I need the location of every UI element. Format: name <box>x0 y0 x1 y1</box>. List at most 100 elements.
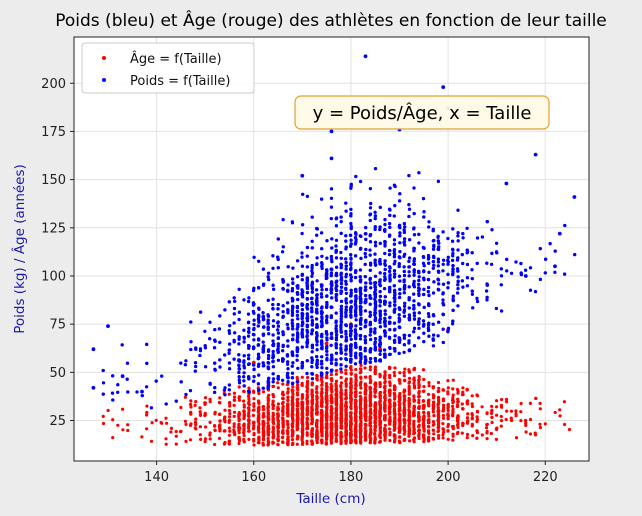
data-point <box>446 429 450 433</box>
data-point <box>538 425 543 430</box>
data-point <box>359 380 363 384</box>
data-point <box>456 283 460 287</box>
data-point <box>407 384 411 388</box>
data-point <box>291 324 295 328</box>
data-point <box>247 408 251 413</box>
data-point <box>203 401 207 405</box>
series-0-points <box>101 322 572 447</box>
data-point <box>281 408 285 412</box>
data-point <box>305 345 309 349</box>
data-point <box>349 368 353 372</box>
data-point <box>388 398 392 402</box>
data-point <box>412 330 416 334</box>
data-point <box>183 395 187 399</box>
data-point <box>339 343 343 347</box>
data-point <box>266 298 270 302</box>
data-point <box>334 379 339 383</box>
data-point <box>266 439 270 443</box>
data-point <box>407 203 411 207</box>
data-point <box>456 430 460 434</box>
data-point <box>325 433 329 437</box>
data-point <box>534 396 538 400</box>
data-point <box>329 404 333 408</box>
data-point <box>324 276 328 281</box>
data-point <box>407 259 411 263</box>
data-point <box>368 381 372 385</box>
data-point <box>466 412 470 416</box>
data-point <box>116 383 120 387</box>
data-point <box>524 418 528 423</box>
data-point <box>417 431 421 435</box>
data-point <box>353 427 357 431</box>
data-point <box>276 266 280 270</box>
data-point <box>306 375 310 380</box>
data-point <box>368 302 372 306</box>
data-point <box>257 259 261 263</box>
data-point <box>164 442 168 446</box>
data-point <box>227 361 231 365</box>
data-point <box>320 387 324 391</box>
data-point <box>427 381 431 385</box>
data-point <box>140 394 144 398</box>
data-point <box>470 268 474 272</box>
data-point <box>417 419 421 423</box>
data-point <box>154 418 158 422</box>
data-point <box>441 422 445 426</box>
data-point <box>344 421 348 426</box>
data-point <box>402 401 406 405</box>
data-point <box>305 397 309 401</box>
data-point <box>271 425 275 429</box>
data-point <box>208 397 212 401</box>
data-point <box>261 386 265 390</box>
data-point <box>305 442 309 446</box>
data-point <box>495 241 499 245</box>
data-point <box>465 388 469 392</box>
data-point <box>325 429 329 434</box>
data-point <box>417 434 421 438</box>
data-point <box>533 433 538 437</box>
data-point <box>349 291 353 295</box>
data-point <box>397 409 401 413</box>
data-point <box>353 438 358 442</box>
data-point <box>373 240 378 244</box>
data-point <box>392 386 397 390</box>
data-point <box>330 401 334 405</box>
data-point <box>465 400 469 404</box>
data-point <box>436 264 440 268</box>
data-point <box>281 382 285 386</box>
data-point <box>344 291 348 295</box>
data-point <box>344 260 348 265</box>
data-point <box>358 371 362 375</box>
data-point <box>388 393 392 398</box>
data-point <box>276 405 280 409</box>
data-point <box>505 400 509 404</box>
data-point <box>470 394 474 398</box>
data-point <box>199 437 203 441</box>
data-point <box>431 410 435 414</box>
data-point <box>261 405 265 409</box>
data-point <box>528 432 533 436</box>
data-point <box>344 377 348 381</box>
data-point <box>373 424 378 428</box>
data-point <box>392 321 397 325</box>
data-point <box>290 438 295 442</box>
data-point <box>363 355 367 359</box>
data-point <box>237 426 241 430</box>
data-point <box>368 440 372 444</box>
data-point <box>262 407 266 412</box>
data-point <box>291 407 295 411</box>
data-point <box>441 413 445 418</box>
data-point <box>218 412 222 416</box>
data-point <box>334 409 338 414</box>
data-point <box>407 306 411 310</box>
data-point <box>320 419 324 423</box>
data-point <box>193 361 198 365</box>
data-point <box>286 426 290 430</box>
data-point <box>374 244 378 248</box>
data-point <box>505 409 509 413</box>
data-point <box>412 407 416 411</box>
data-point <box>286 402 290 406</box>
data-point <box>188 438 193 442</box>
data-point <box>553 249 557 253</box>
